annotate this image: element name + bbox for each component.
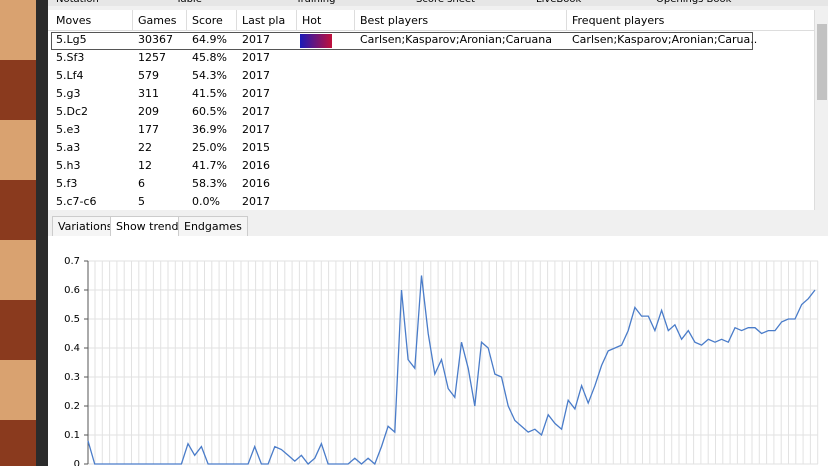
table-cell: 2017 [242, 105, 270, 118]
tab-label: Score sheet [416, 0, 475, 5]
tab-label: Table [176, 0, 202, 5]
table-cell: 5.a3 [56, 141, 81, 154]
tab[interactable]: Endgames [178, 216, 248, 237]
table-cell: 5.e3 [56, 123, 81, 136]
y-tick-label: 0.3 [64, 372, 80, 383]
tab-label: LiveBook [536, 0, 581, 5]
hot-bar [300, 34, 332, 48]
tab[interactable]: Variations [52, 216, 119, 237]
top-tabs: Notation Table Training Score sheet LiveBook… [48, 0, 828, 6]
tab-label: Training [296, 0, 335, 5]
table-cell: 60.5% [192, 105, 227, 118]
table-cell: 2017 [242, 33, 270, 46]
table-cell: 22 [138, 141, 152, 154]
table-cell: 177 [138, 123, 159, 136]
y-tick-label: 0.1 [64, 430, 80, 441]
column-divider [296, 10, 297, 30]
table: Moves Games Score Last pla Hot Best players Fr… [48, 10, 814, 210]
chart: 0 0.1 0.2 0.3 0.4 0.5 0.6 0.7 [48, 236, 828, 466]
table-cell: 25.0% [192, 141, 227, 154]
table-cell: 2017 [242, 51, 270, 64]
board [0, 0, 36, 466]
table-cell: 2017 [242, 69, 270, 82]
table-cell: 2017 [242, 87, 270, 100]
table-cell: 2016 [242, 159, 270, 172]
table-cell: 5.Lf4 [56, 69, 84, 82]
table-cell: 5.h3 [56, 159, 81, 172]
table-cell: Carlsen;Kasparov;Aronian;Carua.. [572, 33, 758, 46]
table-cell: Carlsen;Kasparov;Aronian;Caruana [360, 33, 552, 46]
tab-label: Notation [56, 0, 99, 5]
table-cell: 2016 [242, 177, 270, 190]
table-cell: 2017 [242, 123, 270, 136]
y-tick-label: 0.4 [64, 343, 80, 354]
table-cell: 2015 [242, 141, 270, 154]
column-divider [354, 10, 355, 30]
table-cell: 41.5% [192, 87, 227, 100]
table-cell: 5.Dc2 [56, 105, 89, 118]
table-cell: 6 [138, 177, 145, 190]
y-tick-label: 0.7 [64, 256, 80, 267]
table-cell: 579 [138, 69, 159, 82]
table-cell: 2017 [242, 195, 270, 208]
column-divider [186, 10, 187, 30]
column-divider [236, 10, 237, 30]
y-tick-label: 0.2 [64, 401, 80, 412]
column-header: Last pla [242, 14, 286, 27]
table-cell: 12 [138, 159, 152, 172]
column-header: Best players [360, 14, 429, 27]
tab-label: Openings Book [656, 0, 731, 5]
table-cell: 45.8% [192, 51, 227, 64]
table-cell: 58.3% [192, 177, 227, 190]
column-divider [566, 10, 567, 30]
table-cell: 5.Lg5 [56, 33, 87, 46]
column-header: Games [138, 14, 177, 27]
y-tick-label: 0 [74, 459, 80, 466]
selected-row [51, 32, 753, 50]
y-tick-label: 0.6 [64, 285, 80, 296]
column-divider [132, 10, 133, 30]
scrollbar [814, 10, 828, 210]
table-cell: 36.9% [192, 123, 227, 136]
column-header: Moves [56, 14, 92, 27]
column-header: Hot [302, 14, 322, 27]
sidebar [36, 0, 48, 466]
table-cell: 64.9% [192, 33, 227, 46]
tab[interactable]: Show trend [110, 216, 185, 237]
column-header: Frequent players [572, 14, 665, 27]
table-cell: 5.g3 [56, 87, 81, 100]
table-cell: 5.f3 [56, 177, 78, 190]
trend-line [87, 275, 816, 466]
table-cell: 5 [138, 195, 145, 208]
table-cell: 209 [138, 105, 159, 118]
y-tick-label: 0.5 [64, 314, 80, 325]
column-header: Score [192, 14, 223, 27]
table-cell: 5.c7-c6 [56, 195, 97, 208]
table-cell: 311 [138, 87, 159, 100]
table-cell: 54.3% [192, 69, 227, 82]
table-cell: 41.7% [192, 159, 227, 172]
table-cell: 0.0% [192, 195, 220, 208]
table-cell: 1257 [138, 51, 166, 64]
table-cell: 30367 [138, 33, 173, 46]
table-cell: 5.Sf3 [56, 51, 85, 64]
header-row [48, 10, 814, 31]
